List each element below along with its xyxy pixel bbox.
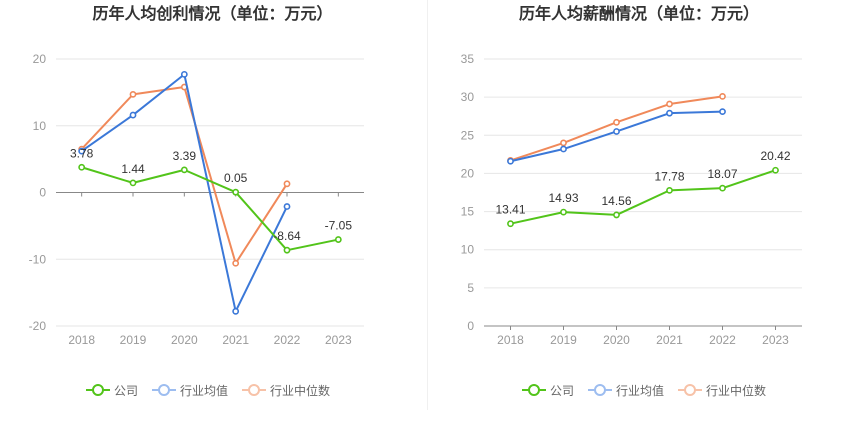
legend-marker-company: [86, 383, 110, 397]
salary-chart: 0 5 10 15 20 25 30 35 2018 2019 2020 2021 2022 2023 13…: [461, 52, 802, 347]
data-point-industry-median: [283, 180, 291, 188]
y-tick-label: -20: [29, 319, 47, 333]
legend-marker-company: [522, 383, 546, 397]
data-point-company: [666, 186, 673, 194]
data-label: 13.41: [495, 203, 525, 217]
x-tick-label: 2023: [762, 333, 789, 347]
legend-item-company[interactable]: 公司: [522, 382, 574, 399]
data-label: 3.78: [70, 146, 94, 160]
data-point-company: [78, 163, 86, 171]
legend-item-industry-median[interactable]: 行业中位数: [678, 382, 766, 399]
data-point-industry-median: [232, 259, 240, 267]
data-point-industry-avg: [129, 111, 137, 119]
data-point-company: [613, 211, 620, 219]
legend-item-industry-median[interactable]: 行业中位数: [242, 382, 330, 399]
data-point-industry-avg: [507, 157, 514, 165]
data-label: -8.64: [273, 229, 301, 243]
legend-label: 公司: [114, 383, 139, 398]
data-point-industry-avg: [560, 145, 567, 153]
legend-label: 行业中位数: [270, 383, 331, 398]
data-label: 0.05: [224, 171, 248, 185]
legend-profit: 公司 行业均值 行业中位数: [86, 378, 344, 402]
data-label: 20.42: [760, 149, 790, 163]
x-tick-label: 2021: [222, 333, 249, 347]
x-tick-label: 2021: [656, 333, 683, 347]
data-point-industry-median: [613, 118, 620, 126]
x-tick-label: 2020: [603, 333, 630, 347]
legend-label: 行业均值: [180, 383, 229, 398]
data-point-company: [719, 184, 726, 192]
y-tick-label: 0: [39, 186, 46, 200]
legend-marker-industry-avg: [588, 383, 613, 397]
x-tick-label: 2020: [171, 333, 198, 347]
data-point-industry-avg: [613, 128, 620, 135]
data-label: 14.56: [601, 194, 631, 208]
data-label: 3.39: [173, 149, 197, 163]
legend-marker-industry-median: [678, 383, 703, 397]
y-tick-label: 35: [461, 52, 475, 66]
data-label: 17.78: [654, 169, 684, 183]
legend-item-industry-avg[interactable]: 行业均值: [152, 382, 228, 399]
data-point-company: [283, 246, 291, 254]
x-tick-label: 2018: [497, 333, 524, 347]
y-tick-label: 20: [461, 166, 475, 180]
data-point-industry-avg: [232, 307, 240, 315]
data-point-industry-avg: [78, 147, 86, 155]
data-label: 18.07: [707, 167, 737, 181]
x-tick-label: 2022: [274, 333, 301, 347]
profit-chart: -20 -10 0 10 20 2018 2019 2020 2021 2022 2023 3.78 1…: [29, 52, 364, 347]
y-tick-label: 10: [461, 243, 475, 257]
legend-item-industry-avg[interactable]: 行业均值: [588, 382, 664, 399]
data-point-industry-avg: [719, 108, 726, 116]
x-tick-label: 2019: [550, 333, 577, 347]
data-point-company: [772, 166, 779, 174]
y-tick-label: 25: [461, 128, 475, 142]
y-tick-label: 20: [33, 52, 47, 66]
y-tick-label: -10: [29, 252, 47, 266]
data-point-company: [232, 188, 240, 196]
data-point-industry-median: [129, 90, 137, 98]
data-point-company: [180, 166, 188, 174]
data-point-company: [334, 236, 342, 243]
y-tick-label: 5: [467, 281, 474, 295]
data-point-company: [560, 208, 567, 216]
legend-label: 公司: [550, 383, 575, 398]
chart-title-salary: 历年人均薪酬情况（单位：万元）: [518, 4, 759, 23]
data-label: -7.05: [325, 219, 353, 233]
x-tick-label: 2023: [325, 333, 352, 347]
series-line-industry-median: [80, 86, 288, 265]
legend-marker-industry-avg: [152, 383, 177, 397]
y-tick-label: 15: [461, 205, 475, 219]
legend-label: 行业均值: [616, 383, 665, 398]
data-point-company: [129, 179, 137, 187]
legend-item-company[interactable]: 公司: [86, 382, 138, 399]
legend-marker-industry-median: [242, 383, 267, 397]
series-line-company: [81, 166, 339, 252]
legend-salary: 公司 行业均值 行业中位数: [522, 378, 780, 402]
data-point-industry-median: [719, 92, 726, 100]
y-tick-label: 30: [461, 90, 475, 104]
data-point-industry-median: [560, 139, 567, 147]
y-tick-label: 10: [33, 119, 47, 133]
data-point-industry-avg: [180, 70, 188, 78]
data-point-industry-median: [666, 100, 673, 108]
data-point-company: [507, 220, 514, 228]
panel-divider: [427, 0, 428, 410]
x-tick-label: 2019: [120, 333, 147, 347]
y-tick-label: 0: [467, 319, 474, 333]
x-tick-label: 2022: [709, 333, 736, 347]
chart-title-profit: 历年人均创利情况（单位：万元）: [92, 4, 333, 23]
series-line-company: [510, 169, 776, 225]
data-point-industry-avg: [283, 203, 291, 210]
data-label: 14.93: [548, 191, 578, 205]
x-tick-label: 2018: [68, 333, 95, 347]
data-point-industry-avg: [666, 109, 673, 117]
data-label: 1.44: [121, 162, 145, 176]
legend-label: 行业中位数: [706, 383, 767, 398]
